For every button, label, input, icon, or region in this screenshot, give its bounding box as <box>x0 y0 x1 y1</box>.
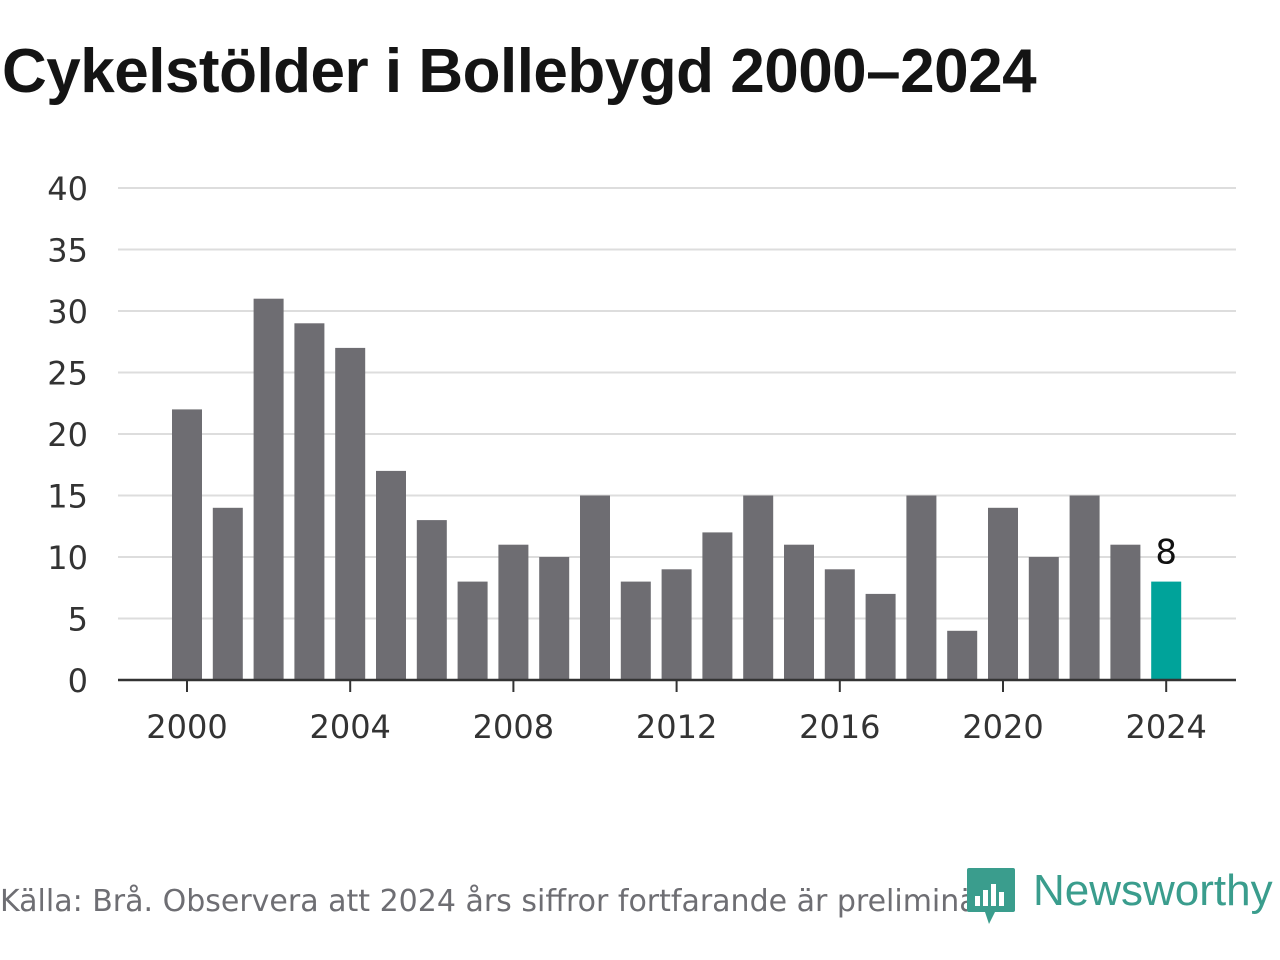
axes <box>118 678 1236 692</box>
bar-2012 <box>661 569 692 680</box>
data-label-2024: 8 <box>1155 533 1177 573</box>
newsworthy-logo[interactable]: Newsworthy <box>965 866 1275 926</box>
x-tick-label: 2020 <box>962 708 1043 746</box>
bar-2015 <box>784 544 814 680</box>
bar-2023 <box>1110 544 1141 680</box>
bar-chart: 0 5 10 15 20 25 30 35 40 2000 2004 2008 2012 2016 2020… <box>47 170 1236 746</box>
bar-2014 <box>743 495 774 680</box>
y-tick-label: 30 <box>47 293 88 331</box>
y-tick-label: 25 <box>47 355 88 393</box>
newsworthy-logo-icon <box>967 868 1015 924</box>
grid-lines <box>118 187 1236 620</box>
bar-2010 <box>580 495 610 680</box>
bar-2006 <box>416 520 447 680</box>
x-tick-label: 2008 <box>473 708 554 746</box>
bar-2004 <box>335 347 366 680</box>
bar-2016 <box>824 569 855 680</box>
bar-2001 <box>212 507 243 680</box>
labels: 0 5 10 15 20 25 30 35 40 2000 2004 2008 2012 2016 2020… <box>47 170 1207 746</box>
bar-2024 <box>1151 581 1182 680</box>
x-tick-label: 2000 <box>146 708 227 746</box>
x-tick-label: 2024 <box>1125 708 1206 746</box>
y-tick-label: 15 <box>47 478 88 516</box>
bar-2003 <box>294 323 325 680</box>
bar-2020 <box>988 507 1018 680</box>
y-tick-label: 35 <box>47 232 88 270</box>
bar-2018 <box>906 495 937 680</box>
bar-2009 <box>539 557 570 680</box>
bar-2008 <box>498 544 529 680</box>
bar-2000 <box>172 409 202 680</box>
y-tick-label: 20 <box>47 416 88 454</box>
bar-2017 <box>865 593 896 680</box>
chart-title: Cykelstölder i Bollebygd 2000–2024 <box>2 37 1037 106</box>
x-tick-label: 2016 <box>799 708 880 746</box>
y-tick-label: 10 <box>47 539 88 577</box>
bar-2021 <box>1028 557 1059 680</box>
bar-2011 <box>620 581 651 680</box>
newsworthy-logo-text: Newsworthy <box>1033 866 1273 915</box>
x-tick-label: 2004 <box>309 708 390 746</box>
bar-2002 <box>253 298 284 680</box>
bar-2019 <box>947 630 978 680</box>
bars <box>172 298 1182 680</box>
y-tick-label: 5 <box>68 601 88 639</box>
x-tick-label: 2012 <box>636 708 717 746</box>
bar-2007 <box>457 581 488 680</box>
bar-2022 <box>1069 495 1100 680</box>
y-tick-label: 0 <box>68 662 88 700</box>
source-note: Källa: Brå. Observera att 2024 års siffr… <box>0 884 1018 919</box>
bar-2013 <box>702 532 733 680</box>
y-tick-label: 40 <box>47 170 88 208</box>
bar-2005 <box>376 470 406 680</box>
